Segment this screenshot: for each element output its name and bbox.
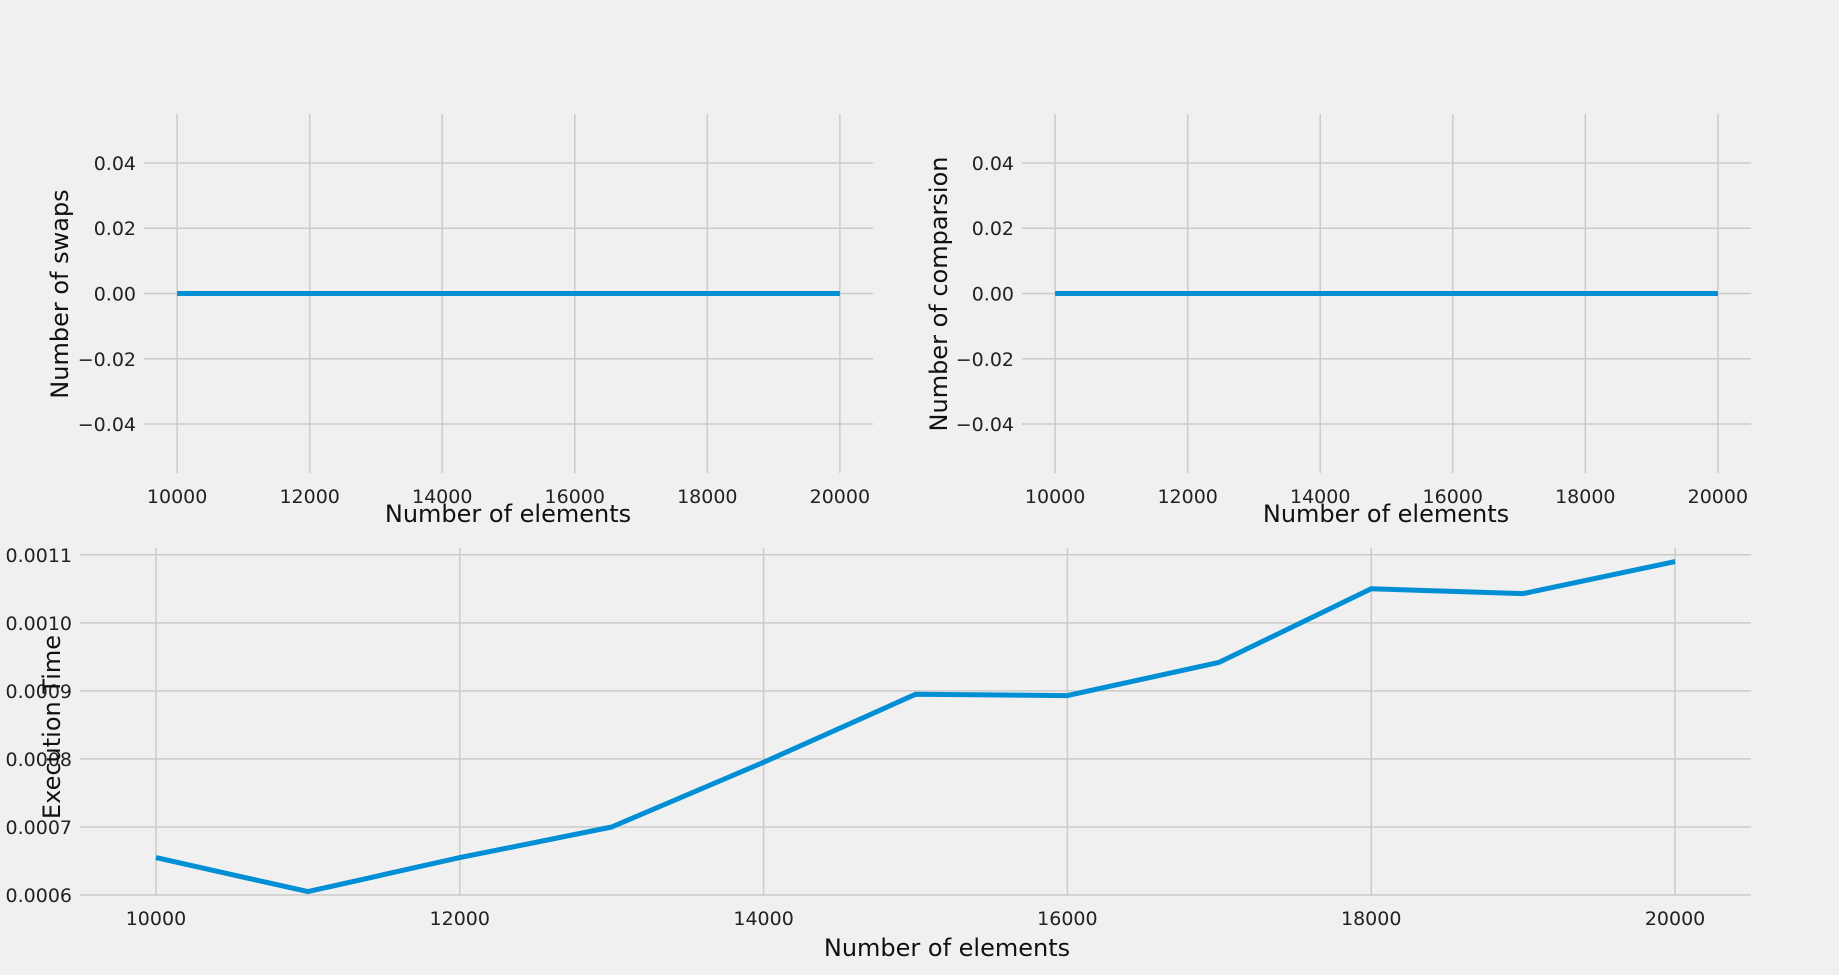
comparisons-x-ticks: 10000 12000 14000 16000 18000 20000	[1025, 486, 1748, 508]
comparisons-y-tick-label: 0.04	[972, 153, 1014, 175]
execution-time-y-ticks: 0.0011 0.0010 0.0009 0.0008 0.0007 0.0006	[6, 545, 72, 907]
execution-time-x-tick-label: 14000	[733, 908, 793, 930]
swaps-x-tick-label: 10000	[147, 486, 207, 508]
swaps-y-tick-label: −0.02	[78, 349, 136, 371]
swaps-x-tick-label: 16000	[545, 486, 605, 508]
swaps-x-ticks: 10000 12000 14000 16000 18000 20000	[147, 486, 870, 508]
comparisons-y-tick-label: −0.02	[956, 349, 1014, 371]
comparisons-y-tick-label: 0.02	[972, 218, 1014, 240]
execution-time-y-axis-label: Execution Time	[38, 635, 66, 819]
comparisons-x-axis-label: Number of elements	[1263, 500, 1509, 528]
comparisons-y-tick-label: 0.00	[972, 284, 1014, 306]
execution-time-y-tick-label: 0.0008	[6, 749, 72, 771]
execution-time-series-line	[155, 559, 1676, 895]
swaps-x-tick-label: 12000	[279, 486, 339, 508]
execution-time-x-ticks: 10000 12000 14000 16000 18000 20000	[126, 908, 1706, 930]
swaps-x-tick-label: 14000	[412, 486, 472, 508]
execution-time-x-tick-label: 20000	[1645, 908, 1705, 930]
swaps-y-tick-label: 0.00	[94, 284, 136, 306]
execution-time-x-tick-label: 18000	[1341, 908, 1401, 930]
execution-time-x-axis-label: Number of elements	[824, 934, 1070, 962]
comparisons-x-tick-label: 18000	[1555, 486, 1615, 508]
execution-time-x-tick-label: 16000	[1037, 908, 1097, 930]
comparisons-y-axis-label: Number of comparsion	[925, 157, 953, 432]
execution-time-y-tick-label: 0.0011	[6, 545, 72, 567]
swaps-y-tick-label: −0.04	[78, 414, 136, 436]
comparisons-chart: 10000 12000 14000 16000 18000 20000 0.040.020…	[925, 114, 1751, 528]
execution-time-y-tick-label: 0.0007	[6, 817, 72, 839]
comparisons-x-tick-label: 12000	[1157, 486, 1217, 508]
execution-time-x-tick-label: 12000	[430, 908, 490, 930]
comparisons-x-tick-label: 20000	[1688, 486, 1748, 508]
swaps-y-ticks: 0.04 0.02 0.00 −0.02 −0.04	[78, 153, 136, 436]
comparisons-x-tick-label: 14000	[1290, 486, 1350, 508]
comparisons-y-tick-label: −0.04	[956, 414, 1014, 436]
swaps-y-tick-label: 0.04	[94, 153, 136, 175]
execution-time-x-tick-label: 10000	[126, 908, 186, 930]
swaps-y-axis-label: Number of swaps	[46, 189, 74, 398]
swaps-x-tick-label: 20000	[810, 486, 870, 508]
execution-time-y-tick-label: 0.0006	[6, 885, 72, 907]
execution-time-y-tick-label: 0.0009	[6, 681, 72, 703]
swaps-x-axis-label: Number of elements	[385, 500, 631, 528]
execution-time-chart: 10000 12000 14000 16000 18000 20000 0.00110.0…	[6, 545, 1751, 962]
comparisons-x-tick-label: 10000	[1025, 486, 1085, 508]
swaps-y-tick-label: 0.02	[94, 218, 136, 240]
execution-time-y-tick-label: 0.0010	[6, 613, 72, 635]
comparisons-y-ticks: 0.04 0.02 0.00 −0.02 −0.04	[956, 153, 1014, 436]
execution-time-grid	[80, 548, 1751, 896]
swaps-x-tick-label: 18000	[677, 486, 737, 508]
swaps-chart: 10000 12000 14000 16000 18000 20000 0.040.020…	[46, 114, 873, 528]
comparisons-x-tick-label: 16000	[1423, 486, 1483, 508]
